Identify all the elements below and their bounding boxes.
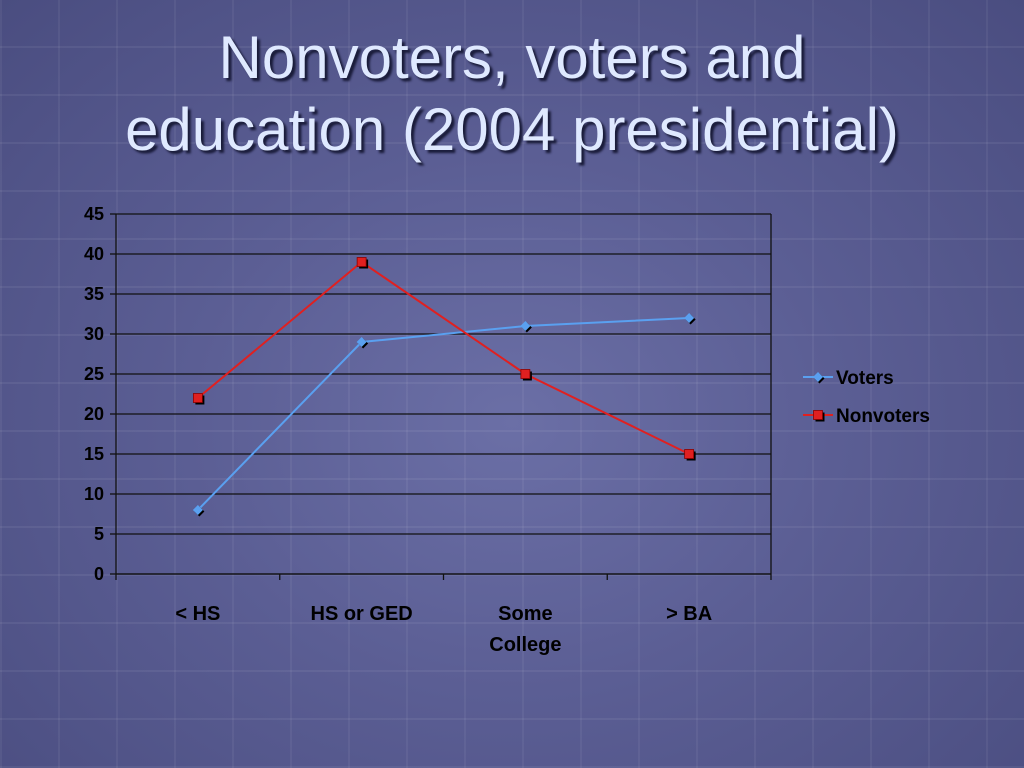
y-tick-label: 40	[84, 244, 104, 264]
voters-point	[684, 313, 695, 323]
y-tick-label: 0	[94, 564, 104, 584]
legend-nonvoters-label: Nonvoters	[836, 406, 930, 427]
nonvoters-point	[684, 449, 695, 459]
y-tick-label: 15	[84, 444, 104, 464]
y-tick-label: 25	[84, 364, 104, 384]
y-tick-label: 10	[84, 484, 104, 504]
x-tick-label: Some	[498, 603, 552, 625]
x-tick-label: > BA	[666, 603, 712, 625]
legend-voters-marker	[813, 372, 823, 382]
voters-point	[520, 321, 531, 331]
x-tick-label: < HS	[175, 603, 220, 625]
y-tick-label: 30	[84, 324, 104, 344]
nonvoters-point	[520, 369, 531, 379]
y-tick-label: 45	[84, 204, 104, 224]
x-tick-label: College	[489, 634, 561, 656]
voters-point	[192, 505, 203, 515]
title-line-1: Nonvoters, voters and	[218, 24, 806, 91]
y-tick-label: 35	[84, 284, 104, 304]
legend-voters-label: Voters	[836, 368, 894, 389]
y-tick-label: 5	[94, 524, 104, 544]
nonvoters-point	[356, 257, 367, 267]
title-line-2: education (2004 presidential)	[125, 96, 899, 163]
nonvoters-point	[192, 393, 203, 403]
y-tick-label: 20	[84, 404, 104, 424]
voters-point	[356, 337, 367, 347]
legend-nonvoters-marker	[813, 410, 823, 420]
nonvoters-series-line	[197, 260, 690, 455]
slide-title: Nonvoters, voters and education (2004 pr…	[0, 22, 1024, 166]
voters-series-line	[197, 317, 690, 511]
x-tick-label: HS or GED	[311, 603, 413, 625]
